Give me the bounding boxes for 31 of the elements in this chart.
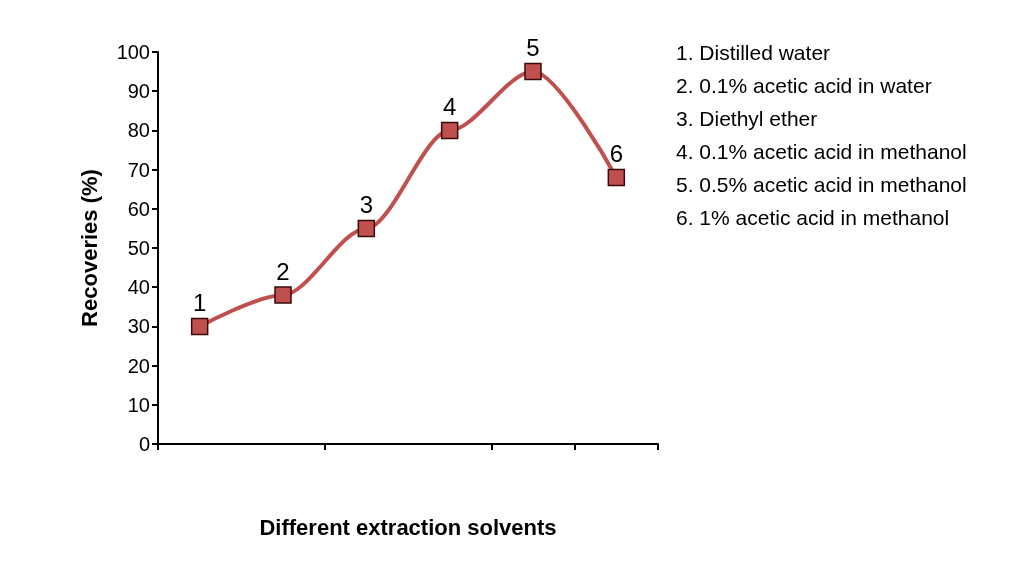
text: 2. 0.1% acetic acid in water (676, 74, 932, 97)
point (357, 219, 376, 238)
y-tick-label: 40 (127, 276, 150, 299)
annotation: 6 (609, 139, 624, 167)
point (190, 317, 209, 336)
y-tick-label: 80 (127, 119, 150, 142)
y-tick-label: 20 (127, 354, 150, 377)
point (274, 286, 292, 304)
y-tick-label: 90 (127, 80, 150, 103)
y-tick-label: 50 (127, 237, 150, 259)
annotation: 3 (359, 190, 374, 218)
x-axis-title: Different extraction solvents (259, 514, 557, 540)
text: 6. 1% acetic acid in methanol (676, 206, 950, 229)
text: 5. 0.5% acetic acid in methanol (676, 173, 967, 196)
y-tick-label: 10 (127, 393, 150, 416)
y-tick-label: 0 (138, 433, 150, 455)
annotation: 2 (276, 257, 290, 285)
y-tick-label: 70 (127, 158, 150, 181)
y-tick-label: 30 (127, 315, 150, 338)
text: 1. Distilled water (676, 41, 831, 64)
y-tick-label: 100 (116, 41, 150, 63)
annotation: 4 (442, 92, 457, 120)
y-tick-label: 60 (127, 197, 150, 220)
text: 4. 0.1% acetic acid in methanol (676, 140, 967, 163)
point (524, 62, 542, 81)
y-axis-title: Recoveries (%) (76, 169, 102, 327)
annotation: 1 (192, 288, 207, 316)
point (607, 168, 626, 187)
point (440, 121, 459, 140)
text: 3. Diethyl ether (676, 107, 818, 130)
annotation: 5 (526, 34, 540, 62)
